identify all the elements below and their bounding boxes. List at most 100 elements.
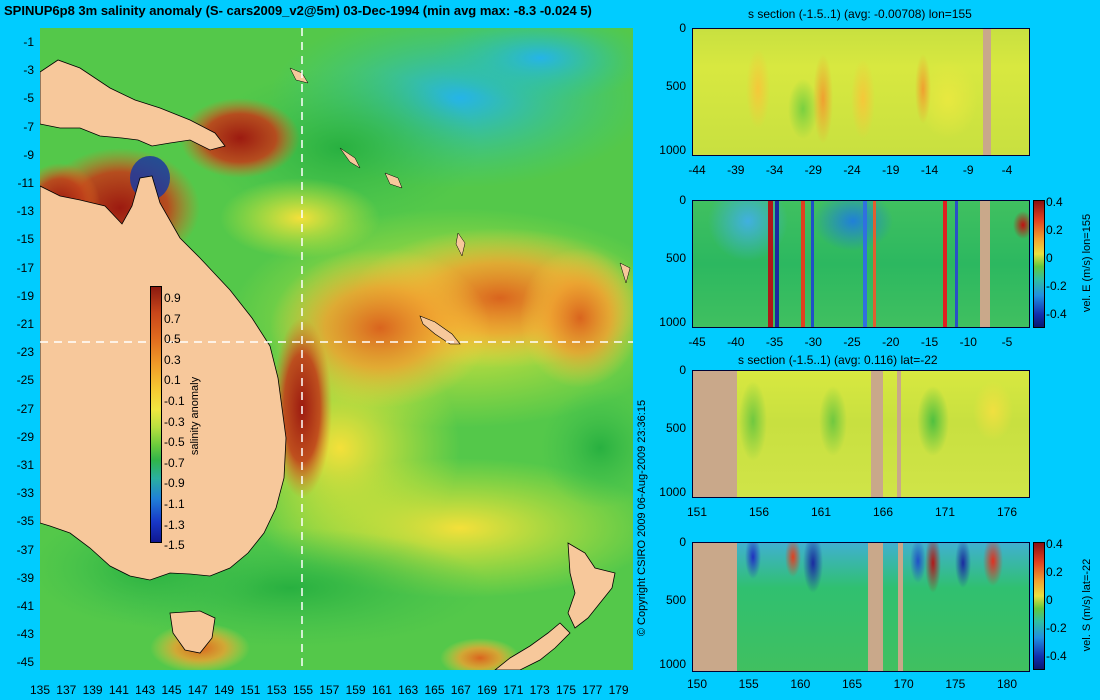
colorbar-tick-label: -0.1 bbox=[164, 394, 185, 408]
lon-tick-label: 169 bbox=[477, 683, 498, 697]
salinity-colorbar bbox=[150, 286, 162, 543]
lon-tick-label: 177 bbox=[582, 683, 603, 697]
x-tick-label: -44 bbox=[688, 163, 706, 177]
depth-tick-label: 0 bbox=[679, 21, 686, 35]
x-tick-label: -45 bbox=[688, 335, 706, 349]
panel-1-title: s section (-1.5..1) (avg: -0.00708) lon=… bbox=[748, 7, 972, 21]
x-tick-label: -5 bbox=[1001, 335, 1013, 349]
depth-tick-label: 1000 bbox=[659, 657, 686, 671]
colorbar-tick-label: 0.4 bbox=[1046, 195, 1063, 209]
colorbar-tick-label: 0.9 bbox=[164, 291, 181, 305]
lat-tick-label: -7 bbox=[23, 119, 34, 134]
x-tick-label: 175 bbox=[945, 677, 966, 691]
x-tick-label: -30 bbox=[804, 335, 822, 349]
lat-tick-label: -37 bbox=[16, 542, 34, 557]
x-tick-label: -39 bbox=[727, 163, 745, 177]
x-tick-label: 161 bbox=[810, 505, 832, 519]
x-tick-label: -40 bbox=[727, 335, 745, 349]
depth-tick-label: 0 bbox=[679, 193, 686, 207]
lon-tick-label: 151 bbox=[240, 683, 261, 697]
x-tick-label: -10 bbox=[959, 335, 977, 349]
colorbar-tick-label: -1.3 bbox=[164, 517, 185, 532]
lon-tick-label: 137 bbox=[56, 683, 77, 697]
lat-tick-label: -27 bbox=[16, 401, 34, 416]
x-tick-label: -34 bbox=[765, 163, 784, 177]
colorbar-tick-label: 0.7 bbox=[164, 311, 181, 326]
salinity-section-lon155[interactable] bbox=[692, 28, 1030, 156]
lat-tick-label: -29 bbox=[16, 429, 34, 444]
depth-tick-label: 500 bbox=[665, 79, 686, 93]
lon-tick-label: 179 bbox=[608, 683, 629, 697]
panel-3-title: s section (-1.5..1) (avg: 0.116) lat=-22 bbox=[738, 353, 938, 367]
page-title: SPINUP6p8 3m salinity anomaly (S- cars20… bbox=[4, 3, 592, 18]
velocity-south-section-lat-22[interactable] bbox=[692, 542, 1030, 672]
colorbar-tick-label: -0.9 bbox=[164, 476, 185, 491]
lat-tick-label: -11 bbox=[17, 176, 34, 190]
colorbar-tick-label: 0.1 bbox=[164, 373, 181, 388]
lat-tick-label: -43 bbox=[16, 627, 34, 642]
lon-tick-label: 147 bbox=[187, 683, 208, 697]
x-tick-label: 180 bbox=[996, 677, 1018, 691]
lat-tick-label: -45 bbox=[16, 655, 34, 670]
colorbar-tick-label: -0.5 bbox=[164, 435, 185, 450]
depth-tick-label: 500 bbox=[665, 593, 686, 607]
depth-tick-label: 500 bbox=[665, 251, 686, 265]
x-tick-label: -15 bbox=[920, 335, 939, 349]
lon-tick-label: 143 bbox=[135, 683, 156, 697]
depth-tick-label: 1000 bbox=[659, 143, 686, 157]
lon-tick-label: 167 bbox=[450, 683, 471, 697]
lon-tick-label: 135 bbox=[29, 683, 51, 697]
depth-tick-label: 0 bbox=[679, 535, 686, 549]
lat-tick-label: -23 bbox=[16, 345, 34, 360]
colorbar-tick-label: -0.3 bbox=[164, 414, 185, 429]
lat-tick-label: -41 bbox=[16, 599, 34, 613]
x-tick-label: 150 bbox=[686, 677, 708, 691]
lon-tick-label: 175 bbox=[555, 683, 577, 697]
velocity-east-section-lon155[interactable] bbox=[692, 200, 1030, 328]
salinity-section-lat-22[interactable] bbox=[692, 370, 1030, 498]
x-tick-label: 155 bbox=[738, 677, 759, 691]
x-tick-label: -24 bbox=[843, 163, 861, 177]
x-tick-label: 156 bbox=[748, 505, 770, 519]
lat-tick-label: -39 bbox=[16, 570, 34, 585]
lat-tick-label: -35 bbox=[16, 514, 34, 529]
colorbar-tick-label: 0 bbox=[1046, 593, 1053, 607]
lat-tick-label: -25 bbox=[16, 373, 34, 388]
depth-tick-label: 1000 bbox=[659, 315, 686, 329]
velocity-south-colorbar bbox=[1033, 542, 1045, 670]
copyright-text: © Copyright CSIRO 2009 06-Aug-2009 23:36… bbox=[636, 399, 648, 637]
lon-tick-label: 149 bbox=[214, 683, 235, 697]
lat-tick-label: -33 bbox=[16, 486, 34, 501]
velocity-south-colorbar-label: vel. S (m/s) lat=-22 bbox=[1081, 558, 1093, 652]
colorbar-tick-label: 0.5 bbox=[164, 332, 181, 347]
colorbar-tick-label: 0.2 bbox=[1046, 223, 1063, 237]
x-tick-label: 160 bbox=[790, 677, 811, 691]
colorbar-tick-label: -0.4 bbox=[1046, 649, 1067, 663]
colorbar-tick-label: 0 bbox=[1046, 251, 1053, 265]
colorbar-tick-label: -0.7 bbox=[164, 455, 185, 470]
lat-tick-label: -9 bbox=[23, 147, 34, 162]
x-tick-label: 171 bbox=[934, 505, 956, 519]
colorbar-tick-label: 0.4 bbox=[1046, 537, 1063, 551]
lon-tick-label: 145 bbox=[161, 683, 182, 697]
lon-tick-label: 159 bbox=[345, 683, 366, 697]
lon-tick-label: 161 bbox=[371, 683, 392, 697]
x-tick-label: 176 bbox=[996, 505, 1018, 519]
lat-tick-label: -15 bbox=[16, 232, 34, 247]
lon-tick-label: 171 bbox=[503, 683, 524, 697]
lat-tick-label: -31 bbox=[16, 458, 34, 472]
depth-tick-label: 0 bbox=[679, 363, 686, 377]
lat-tick-label: -21 bbox=[16, 317, 34, 331]
x-tick-label: -14 bbox=[920, 163, 939, 177]
lat-tick-label: -13 bbox=[16, 204, 34, 219]
salinity-colorbar-label: salinity anomaly bbox=[189, 376, 201, 456]
lat-tick-label: -1 bbox=[23, 35, 34, 49]
x-tick-label: -20 bbox=[882, 335, 900, 349]
colorbar-tick-label: -0.2 bbox=[1046, 621, 1067, 635]
x-tick-label: 166 bbox=[872, 505, 894, 519]
velocity-east-colorbar bbox=[1033, 200, 1045, 328]
salinity-map[interactable] bbox=[40, 28, 633, 670]
lat-tick-label: -19 bbox=[16, 288, 34, 303]
lon-tick-label: 153 bbox=[266, 683, 287, 697]
lon-tick-label: 139 bbox=[82, 683, 103, 697]
